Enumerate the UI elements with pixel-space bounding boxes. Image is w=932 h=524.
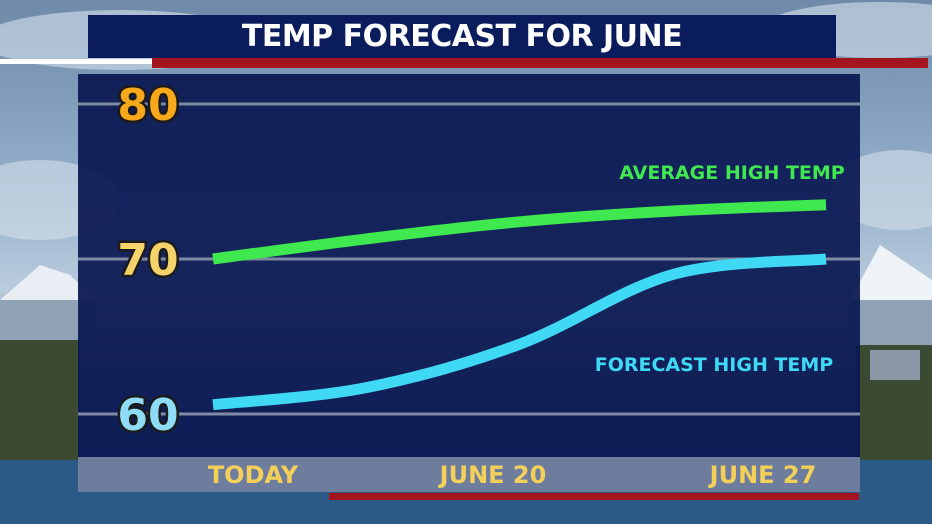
chart-title: TEMP FORECAST FOR JUNE — [241, 18, 683, 54]
y-tick-label-70: 70 — [117, 235, 178, 286]
series-lines — [212, 199, 827, 411]
x-axis-ticks: TODAY JUNE 20 JUNE 27 — [208, 461, 817, 489]
y-tick-label-80: 80 — [117, 80, 178, 131]
series-label-1: FORECAST HIGH TEMP — [595, 354, 834, 376]
y-tick-label-60: 60 — [117, 390, 178, 441]
title-accent-stripe-red — [152, 58, 928, 68]
x-axis-band — [78, 457, 860, 492]
gridlines — [78, 102, 860, 416]
series-line-1 — [212, 253, 827, 411]
title-accent-stripe-white — [0, 59, 152, 64]
y-axis-ticks: 60 70 80 — [115, 78, 181, 444]
series-labels: AVERAGE HIGH TEMP FORECAST HIGH TEMP — [595, 162, 845, 376]
x-tick-label-2: JUNE 27 — [708, 461, 817, 489]
x-tick-label-0: TODAY — [208, 461, 299, 489]
series-line-0 — [212, 199, 827, 265]
title-bar: TEMP FORECAST FOR JUNE — [88, 15, 836, 58]
series-label-0: AVERAGE HIGH TEMP — [619, 162, 845, 184]
x-tick-label-1: JUNE 20 — [438, 461, 547, 489]
bottom-accent-stripe — [329, 493, 859, 500]
